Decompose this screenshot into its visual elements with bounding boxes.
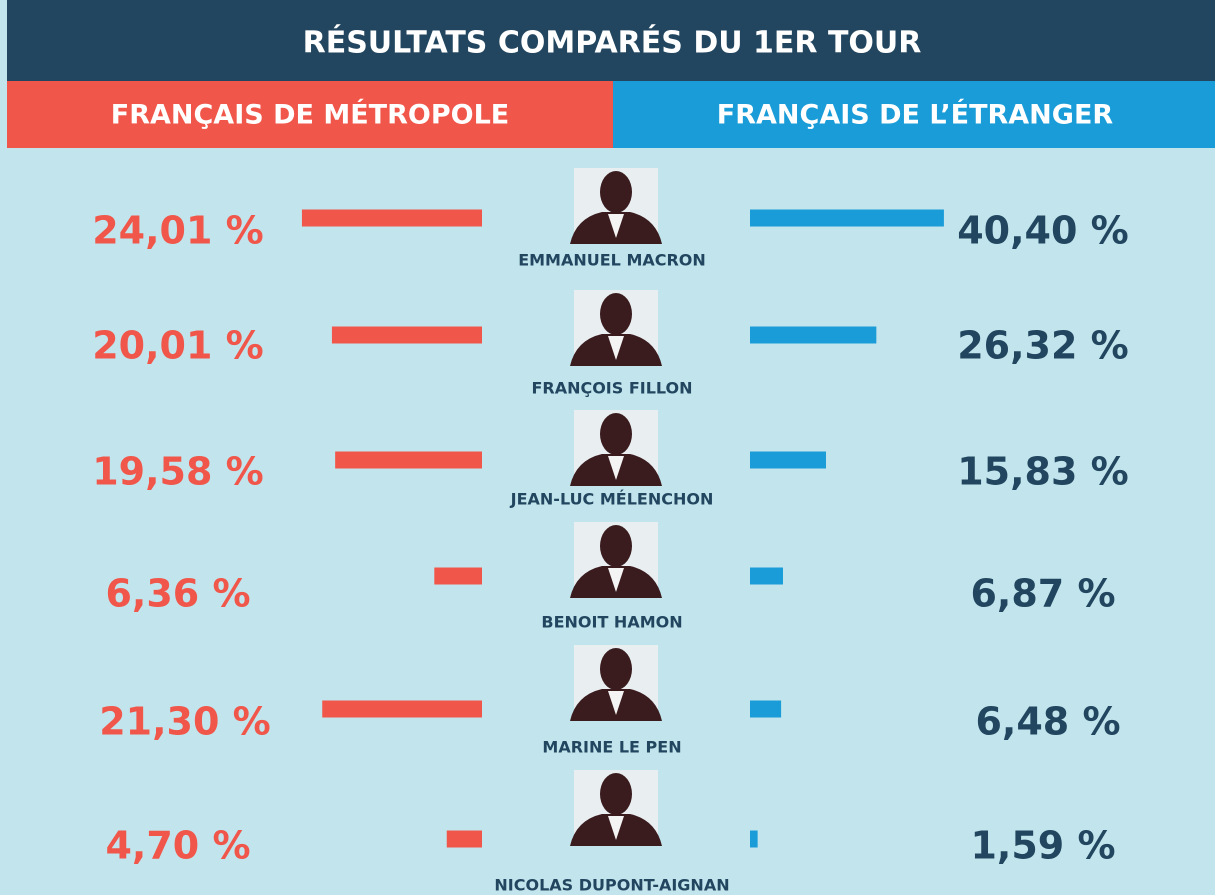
bar <box>302 210 482 227</box>
bar <box>750 701 781 718</box>
portrait-head <box>600 773 632 815</box>
portrait <box>570 645 662 721</box>
value-label: 6,87 % <box>970 572 1115 616</box>
portrait-head <box>600 171 632 213</box>
bar <box>335 452 482 469</box>
bar <box>322 701 482 718</box>
bar <box>750 210 944 227</box>
portrait <box>570 290 662 366</box>
value-label: 19,58 % <box>92 450 264 494</box>
portrait <box>570 168 662 244</box>
candidate-name: FRANÇOIS FILLON <box>531 379 692 398</box>
bar <box>434 568 482 585</box>
chart-title: RÉSULTATS COMPARÉS DU 1ER TOUR <box>303 25 922 61</box>
chart: RÉSULTATS COMPARÉS DU 1ER TOUR FRANÇAIS … <box>0 0 1215 895</box>
bar <box>750 831 758 848</box>
bar <box>750 568 783 585</box>
portrait <box>570 410 662 486</box>
value-label: 21,30 % <box>99 700 271 744</box>
portrait-head <box>600 293 632 335</box>
candidate-name: NICOLAS DUPONT-AIGNAN <box>494 876 729 895</box>
value-label: 40,40 % <box>957 209 1129 253</box>
candidate-name: BENOIT HAMON <box>541 613 682 632</box>
portrait <box>570 522 662 598</box>
bar <box>750 327 876 344</box>
bar <box>750 452 826 469</box>
bar <box>332 327 482 344</box>
candidate-name: MARINE LE PEN <box>542 738 681 757</box>
value-label: 26,32 % <box>957 324 1129 368</box>
portrait <box>570 770 662 846</box>
value-label: 15,83 % <box>957 450 1129 494</box>
portrait-head <box>600 648 632 690</box>
candidate-name: JEAN-LUC MÉLENCHON <box>510 490 714 509</box>
legend-entry: FRANÇAIS DE MÉTROPOLE <box>111 99 509 131</box>
bar <box>447 831 482 848</box>
legend-entry: FRANÇAIS DE L’ÉTRANGER <box>717 99 1114 131</box>
value-label: 6,36 % <box>105 572 250 616</box>
value-label: 6,48 % <box>975 700 1120 744</box>
value-label: 4,70 % <box>105 824 250 868</box>
value-label: 1,59 % <box>970 824 1115 868</box>
portrait-head <box>600 525 632 567</box>
value-label: 20,01 % <box>92 324 264 368</box>
value-label: 24,01 % <box>92 209 264 253</box>
candidate-name: EMMANUEL MACRON <box>518 251 706 270</box>
portrait-head <box>600 413 632 455</box>
